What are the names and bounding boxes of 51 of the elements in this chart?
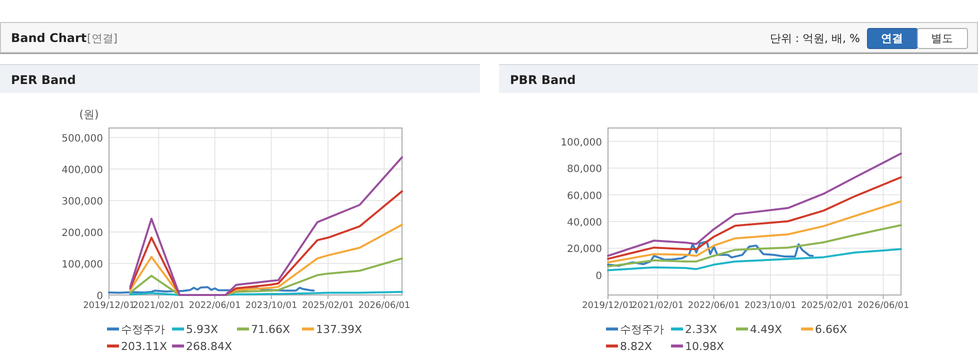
line-series: [607, 248, 902, 272]
text: 연결: [881, 32, 903, 45]
line-series: [607, 176, 902, 260]
y-tick-label: 100,000: [62, 259, 103, 270]
y-tick-label: 500,000: [62, 133, 103, 144]
y-tick-label: 80,000: [567, 164, 602, 176]
legend-label: 137.39X: [316, 323, 362, 336]
y-tick-label: 100,000: [560, 137, 602, 148]
chart-title: PBR Band: [510, 73, 576, 87]
chart-title: PER Band: [11, 73, 76, 87]
x-tick-label: 2021/02/01: [132, 301, 185, 311]
x-tick-label: 2026/06/01: [857, 301, 910, 311]
y-axis-title: (원): [79, 108, 99, 121]
line-series: [607, 200, 902, 264]
y-tick-label: 400,000: [62, 164, 103, 176]
legend-label: 71.66X: [251, 323, 290, 336]
x-tick-label: 2023/10/01: [744, 301, 796, 311]
legend-label: 8.82X: [620, 340, 652, 353]
legend-label: 수정주가: [121, 323, 165, 336]
y-tick-label: 0: [96, 291, 103, 302]
x-tick-label: 2019/12/01: [582, 301, 634, 311]
y-tick-label: 40,000: [567, 218, 602, 229]
y-tick-label: 20,000: [567, 244, 602, 256]
x-tick-label: 2019/12/01: [83, 301, 135, 311]
y-tick-label: 300,000: [62, 196, 103, 208]
x-tick-label: 2021/02/01: [632, 301, 684, 311]
x-tick-label: 2022/06/01: [188, 301, 241, 311]
legend-label: 6.66X: [815, 323, 848, 336]
y-tick-label: 60,000: [567, 190, 602, 202]
x-tick-label: 2025/02/01: [801, 301, 853, 311]
legend-label: 5.93X: [186, 323, 218, 336]
legend-label: 268.84X: [186, 340, 232, 353]
text: [연결]: [87, 32, 118, 45]
text: 별도: [931, 32, 953, 45]
legend-label: 2.33X: [685, 323, 718, 336]
line-series: [607, 152, 902, 257]
x-tick-label: 2025/02/01: [302, 301, 354, 311]
x-tick-label: 2022/06/01: [688, 301, 740, 311]
y-tick-label: 0: [596, 270, 602, 282]
y-tick-label: 200,000: [62, 228, 103, 239]
line-series: [129, 156, 403, 296]
line-series: [607, 240, 814, 267]
legend-label: 4.49X: [750, 323, 782, 336]
text: Band Chart: [11, 31, 87, 45]
line-series: [607, 224, 902, 268]
legend-label: 203.11X: [121, 340, 168, 353]
legend-label: 10.98X: [685, 340, 724, 353]
legend-label: 수정주가: [620, 323, 664, 336]
text: 단위 : 억원, 배, %: [770, 32, 860, 45]
x-tick-label: 2023/10/01: [245, 301, 298, 311]
x-tick-label: 2026/06/01: [358, 301, 410, 311]
